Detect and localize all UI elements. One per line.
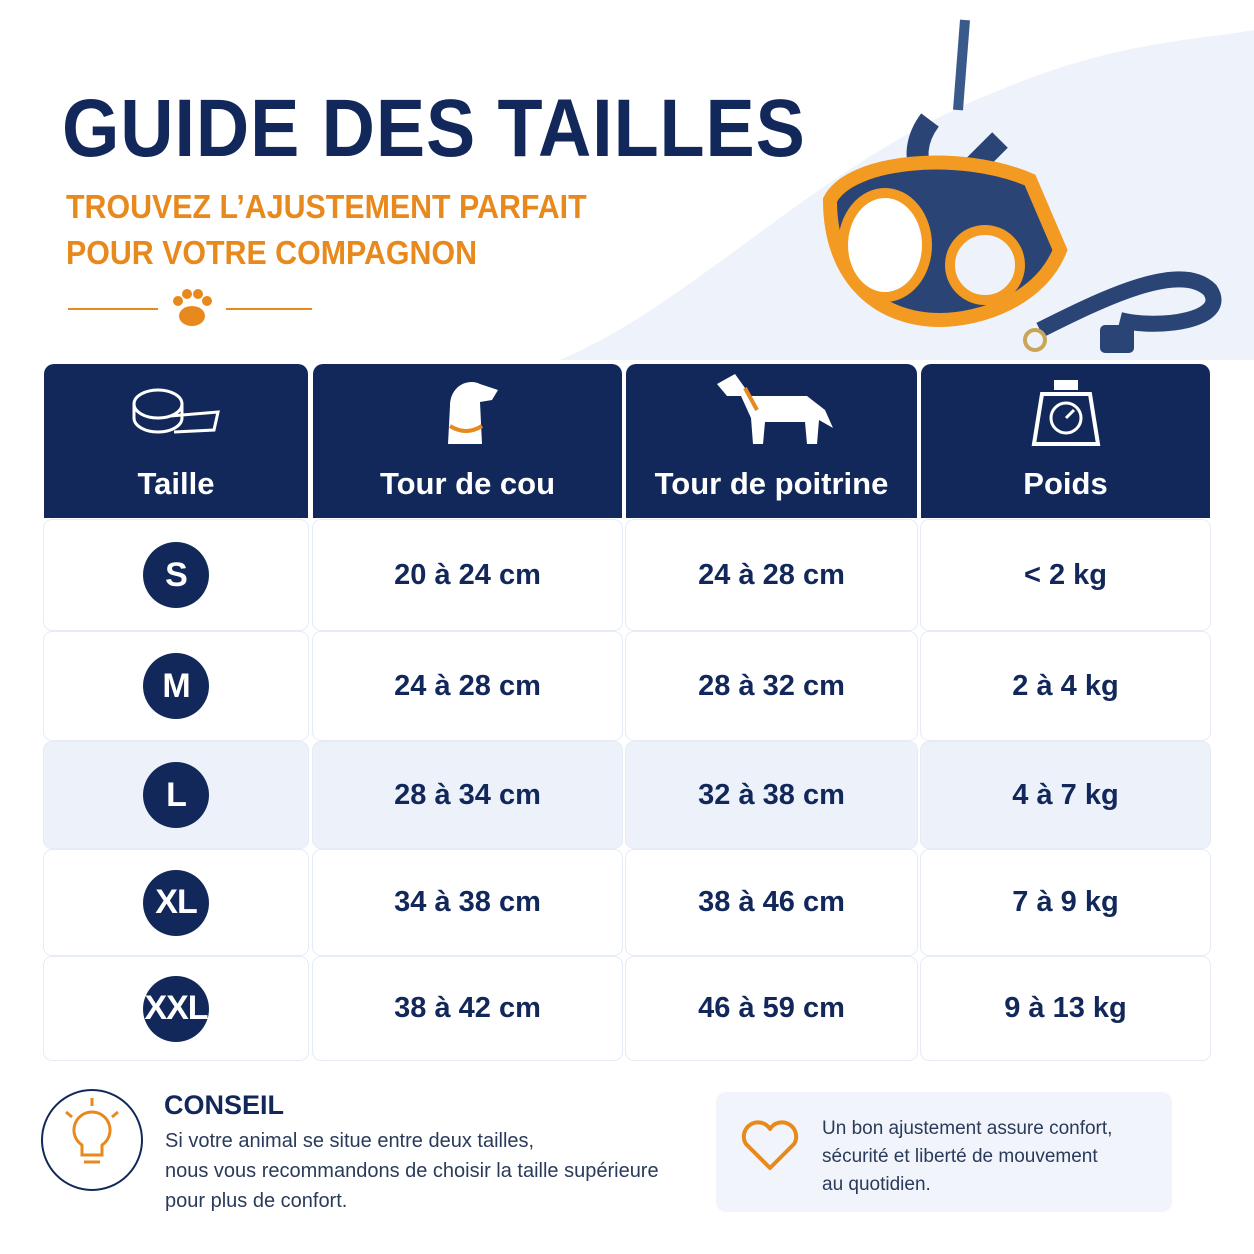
table-cell: 32 à 38 cm	[626, 742, 917, 848]
note-text: Un bon ajustement assure confort,	[822, 1118, 1113, 1139]
column-header: Tour de poitrine	[626, 364, 917, 518]
header-label: Tour de poitrine	[654, 466, 889, 501]
header-label: Poids	[1023, 466, 1108, 501]
header-label: Taille	[137, 466, 215, 501]
tip-text: pour plus de confort.	[165, 1190, 348, 1212]
header-icon	[428, 376, 508, 454]
table-cell: 9 à 13 kg	[921, 957, 1210, 1060]
table-cell: S	[44, 520, 308, 630]
table-cell: < 2 kg	[921, 520, 1210, 630]
subtitle: TROUVEZ L’AJUSTEMENT PARFAIT	[66, 188, 587, 225]
size-badge: S	[143, 542, 209, 608]
size-badge: XXL	[143, 975, 209, 1042]
table-cell: 4 à 7 kg	[921, 742, 1210, 848]
column-header: Tour de cou	[313, 364, 622, 518]
table-cell: L	[44, 742, 308, 848]
header-icon	[130, 382, 222, 454]
tip-text: nous vous recommandons de choisir la tai…	[165, 1160, 659, 1182]
table-cell: 46 à 59 cm	[626, 957, 917, 1060]
title: GUIDE DES TAILLES	[62, 83, 806, 174]
column-header: Poids	[921, 364, 1210, 518]
table-cell: M	[44, 632, 308, 740]
header-label: Tour de cou	[379, 466, 556, 501]
note-text: sécurité et liberté de mouvement	[822, 1146, 1098, 1167]
table-cell: 38 à 42 cm	[313, 957, 622, 1060]
subtitle: POUR VOTRE COMPAGNON	[66, 234, 478, 271]
table-cell: 28 à 34 cm	[313, 742, 622, 848]
size-badge: L	[143, 762, 209, 828]
table-cell: 34 à 38 cm	[313, 850, 622, 955]
table-cell: 20 à 24 cm	[313, 520, 622, 630]
table-cell: 7 à 9 kg	[921, 850, 1210, 955]
tip-title: CONSEIL	[164, 1090, 285, 1120]
column-header: Taille	[44, 364, 308, 518]
size-badge: XL	[143, 869, 209, 936]
table-cell: 24 à 28 cm	[313, 632, 622, 740]
header-icon	[707, 370, 837, 454]
table-cell: 28 à 32 cm	[626, 632, 917, 740]
size-badge: M	[143, 653, 209, 719]
header-icon	[1026, 376, 1106, 454]
table-cell: 2 à 4 kg	[921, 632, 1210, 740]
table-cell: 24 à 28 cm	[626, 520, 917, 630]
table-cell: XXL	[44, 957, 308, 1060]
table-cell: XL	[44, 850, 308, 955]
note-text: au quotidien.	[822, 1174, 931, 1195]
tip-text: Si votre animal se situe entre deux tail…	[165, 1130, 535, 1152]
table-cell: 38 à 46 cm	[626, 850, 917, 955]
